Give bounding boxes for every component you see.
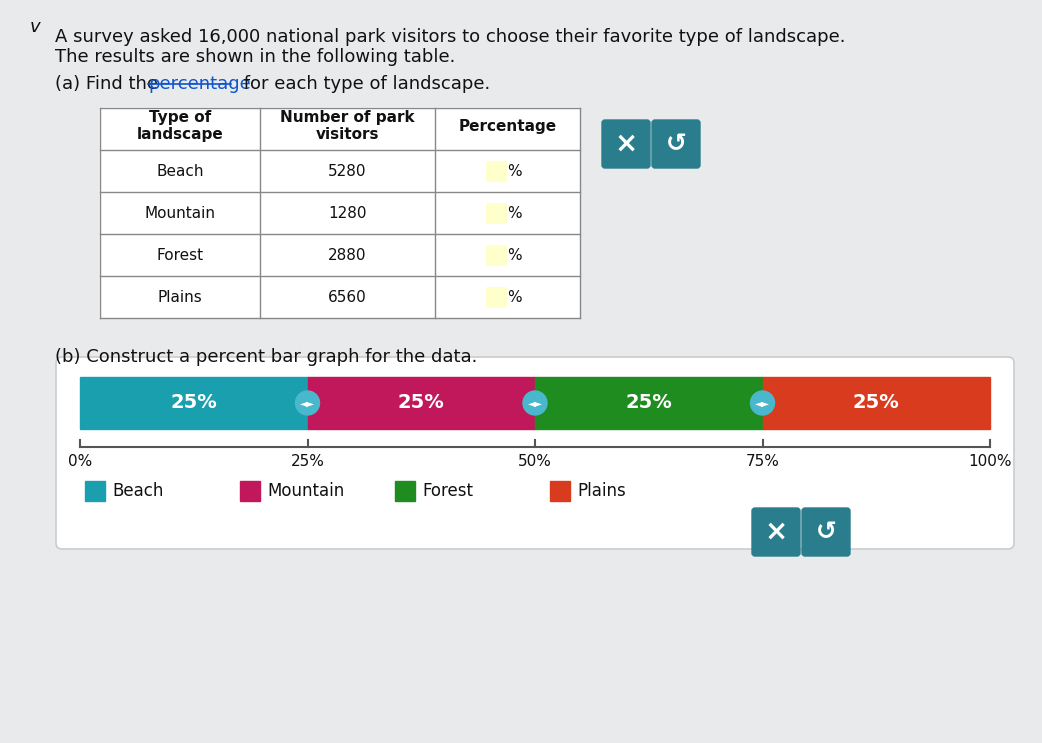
Text: ◄►: ◄► [755, 398, 770, 408]
Text: Forest: Forest [156, 247, 203, 262]
Text: ↺: ↺ [816, 520, 837, 544]
Text: Type of
landscape: Type of landscape [137, 110, 223, 142]
Text: %: % [507, 290, 522, 305]
Bar [535, 377, 763, 429]
Text: 50%: 50% [518, 454, 552, 469]
Circle shape [523, 391, 547, 415]
Bar [486, 245, 505, 265]
Text: 0%: 0% [68, 454, 92, 469]
Text: Forest: Forest [422, 482, 473, 500]
Text: ◄►: ◄► [527, 398, 543, 408]
Text: Plains: Plains [157, 290, 202, 305]
Text: 25%: 25% [291, 454, 324, 469]
Bar [395, 481, 415, 501]
FancyBboxPatch shape [602, 120, 650, 168]
Bar [486, 161, 505, 181]
Text: Mountain: Mountain [145, 206, 216, 221]
Bar [486, 203, 505, 223]
Text: %: % [507, 163, 522, 178]
Text: ×: × [765, 518, 788, 546]
FancyBboxPatch shape [56, 357, 1014, 549]
Text: ×: × [615, 130, 638, 158]
Text: for each type of landscape.: for each type of landscape. [238, 75, 490, 93]
Text: Beach: Beach [156, 163, 204, 178]
Text: 25%: 25% [171, 394, 217, 412]
Bar [763, 377, 990, 429]
Text: v: v [30, 18, 41, 36]
Text: %: % [507, 247, 522, 262]
Text: 25%: 25% [398, 394, 445, 412]
Text: Mountain: Mountain [267, 482, 344, 500]
Bar [240, 481, 260, 501]
Text: Plains: Plains [577, 482, 626, 500]
Text: Beach: Beach [111, 482, 164, 500]
Text: Number of park
visitors: Number of park visitors [280, 110, 415, 142]
Text: (b) Construct a percent bar graph for the data.: (b) Construct a percent bar graph for th… [55, 348, 477, 366]
Text: 5280: 5280 [328, 163, 367, 178]
Text: ◄►: ◄► [300, 398, 315, 408]
Circle shape [750, 391, 774, 415]
Text: 25%: 25% [852, 394, 899, 412]
Text: A survey asked 16,000 national park visitors to choose their favorite type of la: A survey asked 16,000 national park visi… [55, 28, 845, 46]
Bar [486, 287, 505, 307]
Circle shape [296, 391, 320, 415]
FancyBboxPatch shape [652, 120, 700, 168]
Bar [550, 481, 570, 501]
Text: 75%: 75% [746, 454, 779, 469]
Bar [85, 481, 105, 501]
Text: %: % [507, 206, 522, 221]
Text: Percentage: Percentage [458, 118, 556, 134]
Text: percentage: percentage [148, 75, 251, 93]
Text: 6560: 6560 [328, 290, 367, 305]
FancyBboxPatch shape [802, 508, 850, 556]
Text: 2880: 2880 [328, 247, 367, 262]
Text: ↺: ↺ [666, 132, 687, 156]
Text: 100%: 100% [968, 454, 1012, 469]
Text: (a) Find the: (a) Find the [55, 75, 164, 93]
Text: 25%: 25% [625, 394, 672, 412]
Bar [80, 377, 307, 429]
Text: 1280: 1280 [328, 206, 367, 221]
Text: The results are shown in the following table.: The results are shown in the following t… [55, 48, 455, 66]
Bar [307, 377, 535, 429]
Bar [100, 108, 580, 318]
FancyBboxPatch shape [752, 508, 800, 556]
